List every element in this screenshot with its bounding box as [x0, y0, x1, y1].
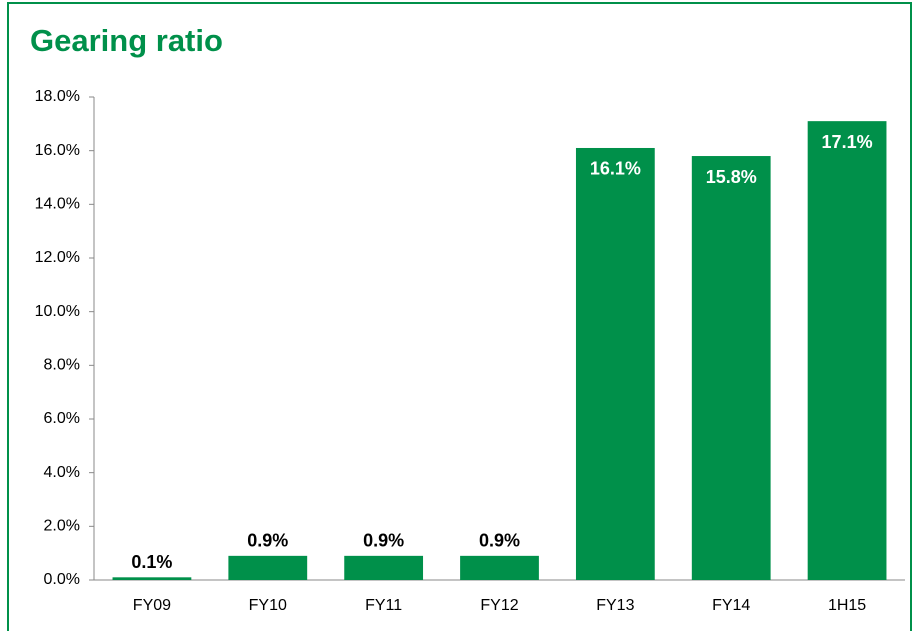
bar — [344, 555, 424, 580]
value-label: 17.1% — [822, 132, 873, 152]
y-tick-label: 10.0% — [35, 303, 80, 320]
value-label: 15.8% — [706, 167, 757, 187]
y-tick-label: 14.0% — [35, 196, 80, 213]
y-tick-label: 8.0% — [44, 357, 80, 374]
x-tick-label: FY13 — [596, 597, 634, 614]
y-tick-label: 4.0% — [44, 464, 80, 481]
value-label: 16.1% — [590, 159, 641, 179]
y-tick-label: 18.0% — [35, 88, 80, 105]
y-tick-label: 2.0% — [44, 518, 80, 535]
value-label: 0.1% — [131, 552, 172, 572]
bar — [460, 555, 539, 580]
bar — [575, 147, 655, 580]
frame — [7, 2, 912, 631]
bar — [807, 121, 887, 581]
value-label: 0.9% — [363, 531, 404, 551]
bar — [112, 577, 192, 580]
value-label: 0.9% — [247, 531, 288, 551]
value-label: 0.9% — [479, 531, 520, 551]
chart-title: Gearing ratio — [30, 23, 223, 58]
bar — [691, 156, 771, 581]
y-tick-label: 0.0% — [44, 571, 80, 588]
bar — [228, 555, 308, 580]
y-tick-label: 6.0% — [44, 410, 80, 427]
x-tick-label: FY14 — [712, 597, 750, 614]
x-tick-label: FY11 — [365, 597, 402, 614]
x-tick-label: 1H15 — [828, 597, 866, 614]
x-tick-label: FY12 — [480, 597, 518, 614]
x-tick-label: FY09 — [133, 597, 171, 614]
y-tick-label: 12.0% — [35, 249, 80, 266]
y-tick-label: 16.0% — [35, 142, 80, 159]
x-tick-label: FY10 — [249, 597, 287, 614]
